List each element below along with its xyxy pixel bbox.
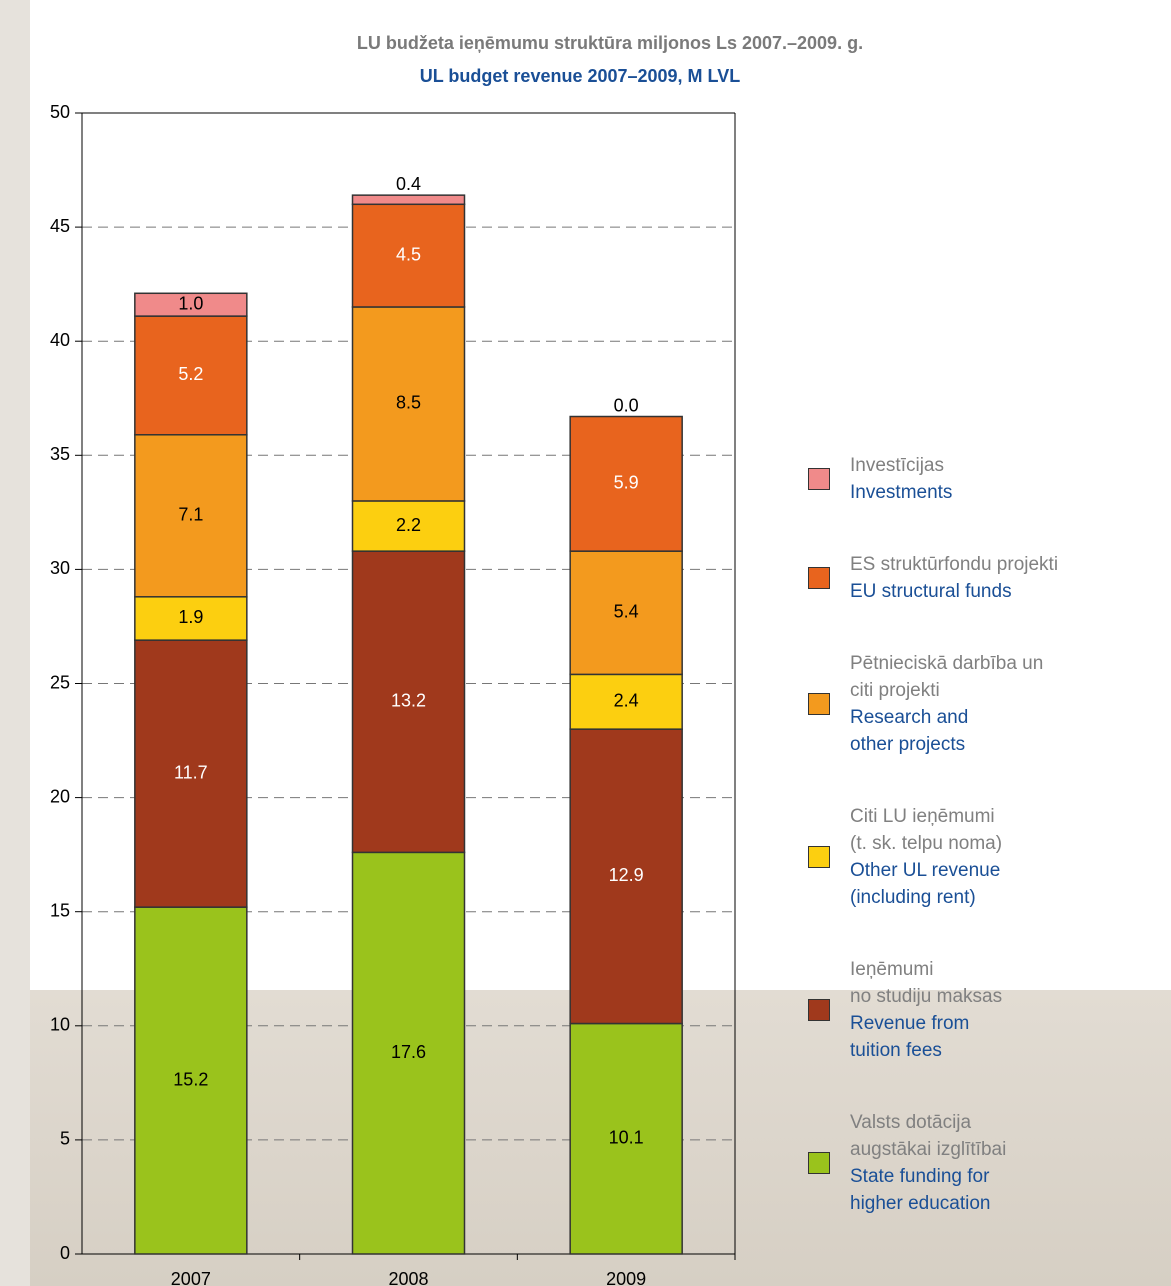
y-tick-label: 0 bbox=[60, 1243, 70, 1263]
bar-segment bbox=[569, 673, 683, 730]
value-label: 15.2 bbox=[173, 1069, 208, 1089]
value-label: 8.5 bbox=[396, 393, 421, 413]
bar-segment bbox=[351, 203, 466, 308]
legend-entry: Citi LU ieņēmumi (t. sk. telpu noma) Othe… bbox=[850, 803, 1002, 911]
bar-segment bbox=[134, 596, 248, 641]
value-label: 1.0 bbox=[178, 293, 203, 313]
y-tick-label: 30 bbox=[50, 558, 70, 578]
legend-entry: Ieņēmumi no studiju maksas Revenue from t… bbox=[850, 956, 1002, 1064]
legend-label: Citi LU ieņēmumi (t. sk. telpu noma) bbox=[850, 806, 1003, 854]
value-label: 17.6 bbox=[391, 1042, 426, 1062]
value-label: 11.7 bbox=[174, 762, 208, 782]
value-label: 5.2 bbox=[178, 364, 203, 384]
legend-label: ES struktūrfondu projekti bbox=[850, 554, 1059, 575]
y-tick-label: 10 bbox=[50, 1015, 70, 1035]
bar-segment bbox=[351, 194, 466, 206]
y-tick-label: 5 bbox=[60, 1129, 70, 1149]
value-label: 0.0 bbox=[614, 395, 639, 415]
legend-entry: Investīcijas Investments bbox=[850, 452, 952, 506]
y-tick-label: 35 bbox=[50, 444, 70, 464]
bar-segment bbox=[351, 851, 466, 1255]
legend-swatch bbox=[808, 846, 830, 868]
y-tick-label: 25 bbox=[50, 672, 70, 692]
legend-label: Ieņēmumi no studiju maksas bbox=[850, 959, 1003, 1007]
value-label: 2.2 bbox=[396, 515, 421, 535]
legend-swatch bbox=[808, 693, 830, 715]
legend-label: State funding for higher education bbox=[850, 1166, 991, 1214]
legend-swatch bbox=[808, 567, 830, 589]
y-tick-label: 40 bbox=[50, 330, 70, 350]
x-tick-label: 2007 bbox=[171, 1269, 211, 1286]
legend-label: Investīcijas bbox=[850, 455, 944, 476]
value-label: 1.9 bbox=[178, 607, 203, 627]
legend-entry: Pētnieciskā darbība un citi projekti Rese… bbox=[850, 650, 1043, 758]
legend-entry: ES struktūrfondu projekti EU structural f… bbox=[850, 551, 1058, 605]
legend-label: EU structural funds bbox=[850, 581, 1012, 602]
bar-segment bbox=[351, 306, 466, 502]
y-tick-label: 50 bbox=[50, 102, 70, 122]
value-label: 4.5 bbox=[396, 244, 421, 264]
y-tick-label: 20 bbox=[50, 786, 70, 806]
legend-swatch bbox=[808, 468, 830, 490]
value-label: 13.2 bbox=[391, 691, 426, 711]
y-tick-label: 15 bbox=[50, 900, 70, 920]
chart-title: LU budžeta ieņēmumu struktūra miljonos L… bbox=[357, 33, 863, 53]
bar-segment bbox=[569, 415, 683, 552]
value-label: 0.4 bbox=[396, 174, 421, 194]
value-label: 10.1 bbox=[609, 1128, 644, 1148]
value-label: 5.4 bbox=[614, 602, 639, 622]
legend-swatch bbox=[808, 1152, 830, 1174]
bar-segment bbox=[569, 550, 683, 676]
legend-label: Valsts dotācija augstākai izglītībai bbox=[850, 1112, 1007, 1160]
chart-subtitle: UL budget revenue 2007–2009, M LVL bbox=[420, 66, 740, 86]
value-label: 12.9 bbox=[609, 865, 644, 885]
y-tick-label: 45 bbox=[50, 216, 70, 236]
legend-label: Research and other projects bbox=[850, 707, 969, 755]
x-tick-label: 2008 bbox=[388, 1269, 428, 1286]
bar-segment bbox=[569, 1022, 683, 1255]
x-tick-label: 2009 bbox=[606, 1269, 646, 1286]
bar-segment bbox=[569, 728, 683, 1025]
bar-segment bbox=[134, 292, 248, 317]
legend-swatch bbox=[808, 999, 830, 1021]
legend-entry: Valsts dotācija augstākai izglītībai Stat… bbox=[850, 1109, 1006, 1217]
bar-segment bbox=[351, 550, 466, 854]
bar-segment bbox=[134, 639, 248, 908]
bar-segment bbox=[134, 434, 248, 598]
bar-segment bbox=[134, 315, 248, 436]
legend-label: Revenue from tuition fees bbox=[850, 1013, 970, 1061]
legend-label: Investments bbox=[850, 482, 953, 503]
value-label: 5.9 bbox=[614, 473, 639, 493]
value-label: 7.1 bbox=[178, 505, 203, 525]
legend-label: Other UL revenue (including rent) bbox=[850, 860, 1001, 908]
legend-label: Pētnieciskā darbība un citi projekti bbox=[850, 653, 1044, 701]
value-label: 2.4 bbox=[614, 691, 639, 711]
